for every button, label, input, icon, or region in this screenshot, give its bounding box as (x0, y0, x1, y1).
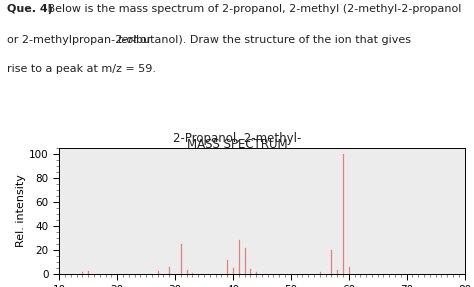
Text: 2-Propanol, 2-methyl-: 2-Propanol, 2-methyl- (173, 132, 301, 145)
Text: tert: tert (118, 35, 138, 45)
Text: MASS SPECTRUM: MASS SPECTRUM (187, 138, 287, 151)
Text: -butanol). Draw the structure of the ion that gives: -butanol). Draw the structure of the ion… (132, 35, 411, 45)
Text: rise to a peak at m/z = 59.: rise to a peak at m/z = 59. (7, 64, 156, 74)
Text: Que. 4): Que. 4) (7, 4, 53, 14)
Y-axis label: Rel. intensity: Rel. intensity (17, 174, 27, 247)
Text: or 2-methylpropan-2-ol or: or 2-methylpropan-2-ol or (7, 35, 155, 45)
Text: Below is the mass spectrum of 2-propanol, 2-methyl (2-methyl-2-propanol: Below is the mass spectrum of 2-propanol… (44, 4, 462, 14)
